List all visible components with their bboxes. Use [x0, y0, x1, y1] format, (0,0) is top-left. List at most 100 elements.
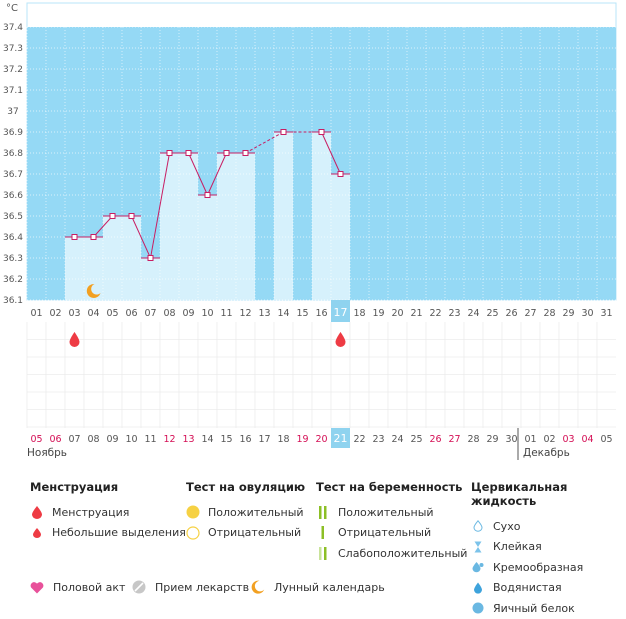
- temperature-point: [90, 234, 97, 240]
- calendar-date-label: 29: [486, 434, 498, 445]
- calendar-date-label: 08: [87, 434, 99, 445]
- double-line-icon: [316, 505, 330, 519]
- cycle-day-label: 08: [163, 308, 175, 319]
- temperature-column: [84, 237, 103, 300]
- y-tick-label: 36.6: [3, 191, 23, 201]
- calendar-date-label: 03: [562, 434, 574, 445]
- y-tick-label: 37.3: [3, 44, 23, 54]
- y-tick-label: 36.2: [3, 275, 23, 285]
- y-tick-label: 37.2: [3, 65, 23, 75]
- calendar-date-label: 14: [201, 434, 213, 445]
- legend-pregnancy-title: Тест на беременность: [316, 480, 463, 494]
- moon-icon: [86, 283, 101, 298]
- calendar-date-label: 02: [543, 434, 555, 445]
- notes-grid-area: [27, 322, 616, 428]
- legend-item-egg-white: Яичный белок: [471, 598, 626, 619]
- calendar-date-label: 21: [334, 432, 348, 445]
- legend-item-menstruation: Менструация: [30, 502, 186, 523]
- filled-circle-icon: [186, 505, 200, 519]
- legend-pregnancy-test: Тест на беременность Положительный Отриц…: [316, 480, 467, 564]
- cycle-day-label: 31: [600, 308, 612, 319]
- cycle-day-label: 09: [182, 308, 194, 319]
- blood-drop-icon: [30, 505, 44, 519]
- cycle-day-label: 26: [505, 308, 517, 319]
- calendar-date-label: 16: [239, 434, 251, 445]
- legend-item-dry: Сухо: [471, 516, 626, 537]
- temperature-point: [337, 171, 344, 177]
- temperature-point: [204, 192, 211, 198]
- cycle-day-label: 11: [220, 308, 232, 319]
- cycle-day-label: 25: [486, 308, 498, 319]
- y-tick-label: 37.4: [3, 23, 23, 33]
- calendar-date-label: 04: [581, 434, 593, 445]
- temperature-line-segment: [188, 152, 208, 196]
- calendar-date-label: 12: [163, 434, 175, 445]
- calendar-date-label: 23: [372, 434, 384, 445]
- cycle-day-label: 15: [296, 308, 308, 319]
- hourglass-icon: [471, 540, 485, 554]
- legend-menstruation: Менструация Менструация Небольшие выделе…: [30, 480, 186, 543]
- temperature-line-segment: [245, 131, 284, 154]
- temperature-point: [223, 150, 230, 156]
- temperature-point: [166, 150, 173, 156]
- y-tick-label: 36.7: [3, 170, 23, 180]
- cycle-day-label: 29: [562, 308, 574, 319]
- temperature-column: [65, 237, 84, 300]
- calendar-date-label: 27: [448, 434, 460, 445]
- cycle-day-label: 06: [125, 308, 137, 319]
- temperature-line-segment: [93, 215, 113, 238]
- legend-menstruation-title: Менструация: [30, 480, 119, 494]
- month-label: Декабрь: [523, 447, 570, 459]
- creamy-drop-icon: [471, 560, 485, 574]
- cycle-day-label: 17: [334, 306, 348, 319]
- y-tick-label: 37.1: [3, 86, 23, 96]
- y-tick-label: 36.1: [3, 296, 23, 306]
- legend-item-pregnancy-weak: Слабоположительный: [316, 543, 467, 564]
- temperature-column: [160, 153, 179, 300]
- calendar-date-label: 05: [600, 434, 612, 445]
- calendar-date-label: 30: [505, 434, 517, 445]
- legend-intercourse: Половой акт: [30, 580, 125, 594]
- cycle-day-label: 02: [49, 308, 61, 319]
- cycle-day-label: 28: [543, 308, 555, 319]
- cycle-day-label: 04: [87, 308, 99, 319]
- temperature-column: [236, 153, 255, 300]
- menstruation-drop-icon: [69, 332, 80, 347]
- legend-ovulation-title: Тест на овуляцию: [186, 480, 306, 494]
- month-label: Ноябрь: [27, 447, 67, 459]
- legend-item-spotting: Небольшие выделения: [30, 523, 186, 544]
- calendar-date-label: 20: [315, 434, 327, 445]
- cycle-day-label: 16: [315, 308, 327, 319]
- calendar-date-label: 05: [30, 434, 42, 445]
- cycle-day-label: 13: [258, 308, 270, 319]
- highlight-day-cell: [331, 300, 350, 322]
- calendar-date-label: 10: [125, 434, 137, 445]
- single-line-icon: [316, 526, 330, 540]
- legend-item-sticky: Клейкая: [471, 537, 626, 558]
- calendar-date-label: 07: [68, 434, 80, 445]
- legend-item-watery: Водянистая: [471, 578, 626, 599]
- calendar-date-label: 24: [391, 434, 403, 445]
- calendar-date-label: 28: [467, 434, 479, 445]
- cycle-day-label: 12: [239, 308, 251, 319]
- cycle-day-label: 18: [353, 308, 365, 319]
- temperature-line-segment: [321, 131, 341, 175]
- y-tick-label: 36.3: [3, 254, 23, 264]
- bbt-chart: 36.1 36.2 36.3 36.4 36.5 36.6 36.7 36.8 36.9 37 37…: [3, 2, 617, 460]
- legend-medication: Прием лекарств: [132, 580, 249, 594]
- legend-moon-calendar: Лунный календарь: [251, 580, 385, 594]
- egg-white-icon: [471, 601, 485, 615]
- calendar-date-label: 22: [353, 434, 365, 445]
- cycle-day-label: 24: [467, 308, 479, 319]
- temperature-column: [198, 195, 217, 300]
- temperature-point: [128, 213, 135, 219]
- faint-double-line-icon: [316, 546, 330, 560]
- legend-item-creamy: Кремообразная: [471, 557, 626, 578]
- y-axis-unit: °C: [6, 3, 18, 14]
- legend-item-ovulation-negative: Отрицательный: [186, 523, 305, 544]
- empty-drop-icon: [471, 519, 485, 533]
- temperature-point: [318, 129, 325, 135]
- moon-icon: [251, 580, 265, 594]
- heart-icon: [30, 580, 44, 594]
- legend-ovulation-test: Тест на овуляцию Положительный Отрицател…: [186, 480, 305, 543]
